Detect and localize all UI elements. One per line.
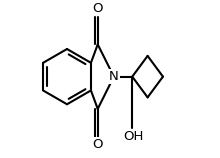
Text: N: N [109,70,119,83]
Text: OH: OH [123,130,143,143]
Text: O: O [92,2,103,15]
Text: O: O [92,138,103,151]
